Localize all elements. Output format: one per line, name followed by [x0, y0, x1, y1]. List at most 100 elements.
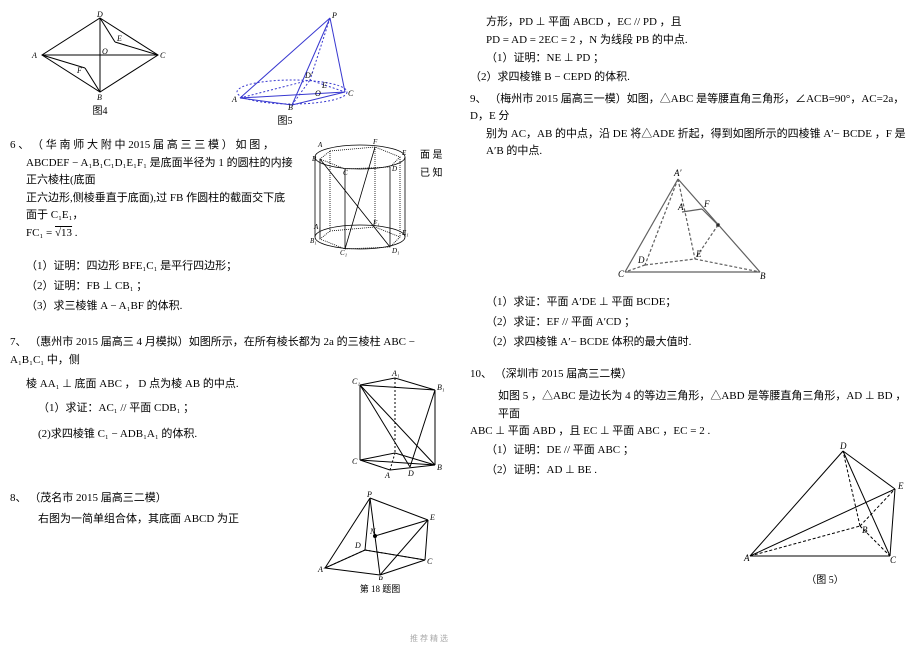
- svg-text:D: D: [407, 469, 414, 478]
- svg-text:O: O: [315, 89, 321, 98]
- svg-text:C₁: C₁: [340, 249, 347, 257]
- q6-sqrt: √13: [55, 227, 72, 239]
- svg-text:C: C: [427, 557, 433, 566]
- question-8: 8、 （茂名市 2015 届高三二模） 右图为一简单组合体，其底面 ABCD 为…: [10, 490, 450, 596]
- svg-text:D′: D′: [304, 71, 313, 80]
- q8c-l2: PD = AD = 2EC = 2 ，N 为线段 PB 的中点.: [470, 32, 910, 50]
- svg-text:D: D: [839, 441, 847, 451]
- svg-text:C: C: [348, 89, 354, 98]
- svg-text:A₁: A₁: [313, 223, 321, 231]
- svg-text:P: P: [366, 490, 372, 499]
- q6-p3: （3）求三棱锥 A − A₁BF 的体积.: [10, 297, 450, 317]
- side-note-1: 面 是: [420, 147, 450, 165]
- side-note-2: 已 知: [420, 165, 450, 183]
- svg-text:C: C: [618, 269, 625, 279]
- q6-source: （ 华 南 师 大 附 中 2015 届 高 三 三 模 ） 如 图 ，: [32, 139, 274, 151]
- q10-l2: 如图 5 ，△ABC 是边长为 4 的等边三角形，△ABD 是等腰直角三角形，A…: [470, 388, 910, 423]
- svg-text:P: P: [331, 11, 337, 20]
- svg-text:B₁: B₁: [437, 383, 445, 392]
- svg-text:F: F: [76, 66, 82, 75]
- svg-text:E: E: [897, 481, 904, 491]
- q10-p1: （1）证明：DE // 平面 ABC ；: [470, 441, 740, 461]
- svg-text:F₁: F₁: [372, 219, 380, 227]
- question-6: 6 、 （ 华 南 师 大 附 中 2015 届 高 三 三 模 ） 如 图 ，…: [10, 137, 450, 316]
- svg-text:C: C: [890, 555, 897, 565]
- svg-text:N: N: [369, 527, 376, 536]
- q6-l4c: .: [72, 227, 78, 239]
- svg-text:A₁: A₁: [391, 370, 400, 378]
- question-10: 10、 （深圳市 2015 届高三二模） 如图 5 ，△ABC 是边长为 4 的…: [470, 366, 910, 588]
- svg-text:A: A: [317, 141, 323, 149]
- q8c-p2: （2）求四棱锥 B − CEPD 的体积.: [470, 69, 910, 87]
- q9-p1: （1）求证：平面 A′DE ⊥ 平面 BCDE；: [470, 293, 910, 313]
- q9-figure: A′ C B D E F A: [470, 167, 910, 287]
- svg-text:D: D: [354, 541, 361, 550]
- q6-p1: （1）证明：四边形 BFE₁C₁ 是平行四边形；: [10, 257, 450, 277]
- q10-l3: ABC ⊥ 平面 ABD ，且 EC ⊥ 平面 ABC ，EC = 2 .: [470, 423, 910, 441]
- svg-text:D: D: [637, 255, 645, 265]
- q9-source: （梅州市 2015 届高三一模）如图，△ABC 是等腰直角三角形，∠ACB=90…: [470, 93, 904, 123]
- svg-text:F: F: [372, 138, 378, 146]
- svg-text:E₁: E₁: [401, 229, 409, 237]
- svg-text:B: B: [378, 575, 383, 580]
- footer-text: 推荐精选: [410, 633, 450, 644]
- svg-text:E: E: [401, 149, 407, 157]
- svg-text:F: F: [703, 199, 710, 209]
- q8-fig-label: 第 18 题图: [360, 582, 401, 596]
- q8-num: 8、: [10, 492, 27, 504]
- q9-l2: 别为 AC，AB 的中点，沿 DE 将△ADE 折起，得到如图所示的四棱锥 A′…: [470, 126, 910, 161]
- svg-text:D: D: [391, 165, 397, 173]
- svg-text:E: E: [695, 249, 702, 259]
- svg-text:A: A: [317, 565, 323, 574]
- q10-source: （深圳市 2015 届高三二模）: [495, 368, 633, 380]
- svg-text:B: B: [97, 93, 102, 100]
- svg-text:A′: A′: [673, 168, 682, 178]
- svg-text:A: A: [677, 202, 684, 212]
- svg-text:D₁: D₁: [391, 247, 400, 255]
- figures-4-5: D C B A E F O 图4: [10, 10, 450, 127]
- q9-num: 9、: [470, 93, 487, 105]
- q10-fig-label: （图 5）: [806, 573, 844, 589]
- svg-text:B: B: [312, 155, 317, 163]
- svg-text:A: A: [384, 471, 390, 480]
- q8-cont: 方形，PD ⊥ 平面 ABCD ，EC // PD ，且 PD = AD = 2…: [470, 14, 910, 87]
- svg-text:C₁: C₁: [352, 377, 360, 386]
- svg-text:C: C: [343, 169, 348, 177]
- fig4-label: 图4: [93, 102, 108, 117]
- svg-text:B: B: [760, 271, 766, 281]
- q7-source: （惠州市 2015 届高三 4 月模拟）如图所示，在所有棱长都为 2a 的三棱柱…: [10, 336, 415, 366]
- q7-num: 7、: [10, 336, 27, 348]
- q10-num: 10、: [470, 368, 492, 380]
- hexagonal-prism-figure: A F E D C B A₁ F₁ E₁ D₁ C₁ B₁: [300, 137, 420, 257]
- q9-p3: （2）求四棱锥 A′− BCDE 体积的最大值时.: [470, 333, 910, 353]
- svg-text:O: O: [102, 47, 108, 56]
- figure-q8: P E N A B C D 第 18 题图: [310, 490, 450, 596]
- q6-l2: ABCDEF − A₁B₁C₁D₁E₁F₁ 是底面半径为 1 的圆柱的内接正六棱…: [10, 155, 294, 190]
- svg-text:B: B: [437, 463, 442, 472]
- q8c-l1: 方形，PD ⊥ 平面 ABCD ，EC // PD ，且: [470, 14, 910, 32]
- q6-p2: （2）证明：FB ⊥ CB₁ ；: [10, 277, 450, 297]
- svg-text:A: A: [743, 553, 750, 563]
- svg-text:E: E: [321, 81, 327, 90]
- q8-source: （茂名市 2015 届高三二模）: [29, 492, 167, 504]
- svg-text:A: A: [231, 95, 237, 104]
- svg-text:B: B: [862, 525, 868, 535]
- question-7: 7、 （惠州市 2015 届高三 4 月模拟）如图所示，在所有棱长都为 2a 的…: [10, 334, 450, 479]
- q7-l2: 棱 AA₁ ⊥ 底面 ABC ， D 点为棱 AB 的中点.: [10, 376, 340, 394]
- q7-p2: (2)求四棱锥 C₁ − ADB₁A₁ 的体积.: [10, 425, 340, 445]
- svg-text:C: C: [352, 457, 358, 466]
- svg-text:C: C: [160, 51, 166, 60]
- left-column: DCBA EFO 图4: [10, 10, 450, 600]
- q10-p2: （2）证明：AD ⊥ BE .: [470, 461, 740, 481]
- svg-text:D: D: [96, 10, 103, 19]
- figure-q10: A C D E B （图 5）: [740, 441, 910, 589]
- right-column: 方形，PD ⊥ 平面 ABCD ，EC // PD ，且 PD = AD = 2…: [470, 10, 910, 600]
- svg-text:E: E: [429, 513, 435, 522]
- svg-text:B: B: [288, 103, 293, 110]
- prism-figure-q7: C₁ A₁ B₁ C A B D: [340, 370, 450, 480]
- q7-p1: （1）求证：AC₁ // 平面 CDB₁ ；: [10, 399, 340, 419]
- fig5-label: 图5: [278, 112, 293, 127]
- q6-l3: 正六边形,侧棱垂直于底面),过 FB 作圆柱的截面交下底面于 C₁E₁，: [10, 190, 294, 225]
- svg-text:B₁: B₁: [310, 237, 317, 245]
- question-9: 9、 （梅州市 2015 届高三一模）如图，△ABC 是等腰直角三角形，∠ACB…: [470, 91, 910, 353]
